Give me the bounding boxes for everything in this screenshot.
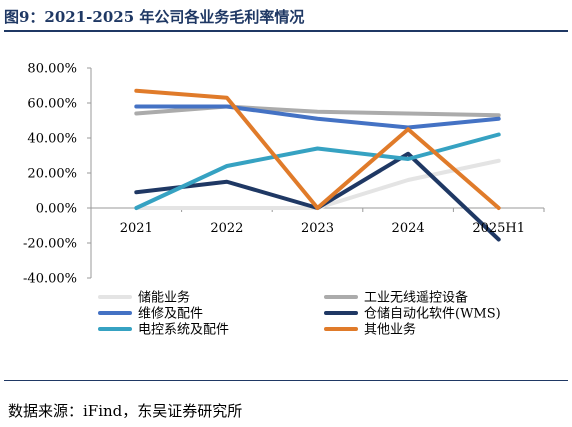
chart-axes [87,67,545,279]
source-rule [4,380,568,381]
chart-series [134,88,501,242]
title-rule [4,30,568,32]
x-tick-label: 2025H1 [472,221,525,236]
y-tick-label: 20.00% [27,167,77,182]
y-tick-label: -20.00% [23,237,77,252]
legend-label-0: 储能业务 [138,290,190,306]
legend-label-1: 工业无线遥控设备 [364,290,468,306]
chart-ticks: 80.00% 60.00% 40.00% 20.00% 0.00% -20.00% -40.… [23,62,525,287]
series-line-4 [134,132,501,210]
x-tick-label: 2023 [301,221,334,236]
source-note: 数据来源：iFind，东吴证券研究所 [8,402,243,420]
y-tick-label: 80.00% [27,62,77,77]
y-tick-label: 60.00% [27,97,77,112]
legend-label-5: 其他业务 [364,322,416,338]
series-line-5 [134,88,501,210]
legend-label-3: 仓储自动化软件(WMS) [364,307,501,322]
legend-label-2: 维修及配件 [138,307,203,322]
legend-label-4: 电控系统及配件 [138,323,229,338]
figure-title: 图9：2021-2025 年公司各业务毛利率情况 [4,8,305,26]
series-line-2 [134,104,501,130]
x-tick-label: 2024 [392,221,425,236]
x-tick-label: 2022 [210,221,243,236]
y-tick-label: 0.00% [36,202,77,217]
series-line-1 [134,104,501,118]
x-tick-label: 2021 [120,221,153,236]
y-tick-label: -40.00% [23,272,77,287]
y-tick-label: 40.00% [27,132,77,147]
